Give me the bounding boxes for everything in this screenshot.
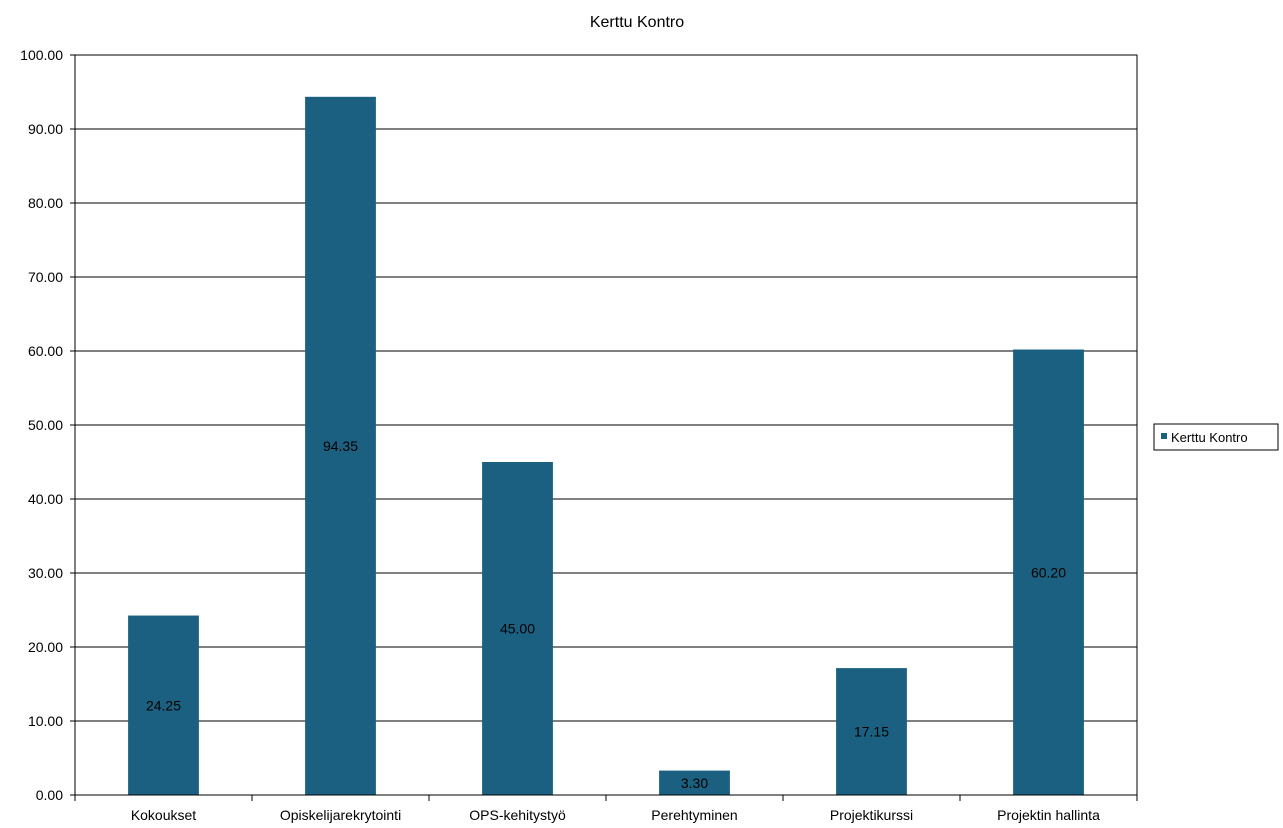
legend: Kerttu Kontro <box>1153 423 1279 451</box>
y-tick-label: 100.00 <box>20 47 63 63</box>
data-label: 17.15 <box>854 724 889 740</box>
bar <box>128 615 199 795</box>
y-tick-label: 0.00 <box>36 787 63 803</box>
chart-title: Kerttu Kontro <box>590 14 684 31</box>
bar <box>305 96 376 795</box>
data-label: 60.20 <box>1031 564 1066 580</box>
y-tick-label: 20.00 <box>28 639 63 655</box>
x-category-label: Perehtyminen <box>651 807 737 823</box>
gridlines <box>75 54 1137 722</box>
bar <box>836 668 907 795</box>
bar <box>482 462 553 795</box>
y-tick-label: 70.00 <box>28 269 63 285</box>
bar <box>659 770 730 795</box>
data-label: 94.35 <box>323 438 358 454</box>
y-tick-label: 30.00 <box>28 565 63 581</box>
y-tick-label: 60.00 <box>28 343 63 359</box>
x-category-label: Opiskelijarekrytointi <box>280 807 401 823</box>
bar <box>1013 349 1084 795</box>
y-tick-label: 40.00 <box>28 491 63 507</box>
data-label: 24.25 <box>146 697 181 713</box>
data-label: 3.30 <box>681 775 708 791</box>
x-category-label: OPS-kehitystyö <box>469 807 566 823</box>
y-tick-label: 80.00 <box>28 195 63 211</box>
x-category-label: Projektikurssi <box>830 807 913 823</box>
y-tick-label: 90.00 <box>28 121 63 137</box>
legend-label: Kerttu Kontro <box>1171 430 1248 445</box>
legend-box <box>1153 423 1279 451</box>
axes <box>70 54 1138 801</box>
data-label: 45.00 <box>500 621 535 637</box>
x-category-label: Kokoukset <box>131 807 196 823</box>
x-axis-category-labels: Kokoukset Opiskelijarekrytointi OPS-kehity… <box>131 807 1100 823</box>
x-category-label: Projektin hallinta <box>997 807 1100 823</box>
bars <box>128 96 1084 795</box>
legend-swatch <box>1161 433 1167 439</box>
y-tick-label: 10.00 <box>28 713 63 729</box>
data-labels: 24.25 94.35 45.00 3.30 17.15 60.20 <box>146 438 1066 791</box>
y-axis-tick-labels: 0.00 10.00 20.00 30.00 40.00 50.00 60.00 70.00 8… <box>20 47 63 803</box>
y-tick-label: 50.00 <box>28 417 63 433</box>
